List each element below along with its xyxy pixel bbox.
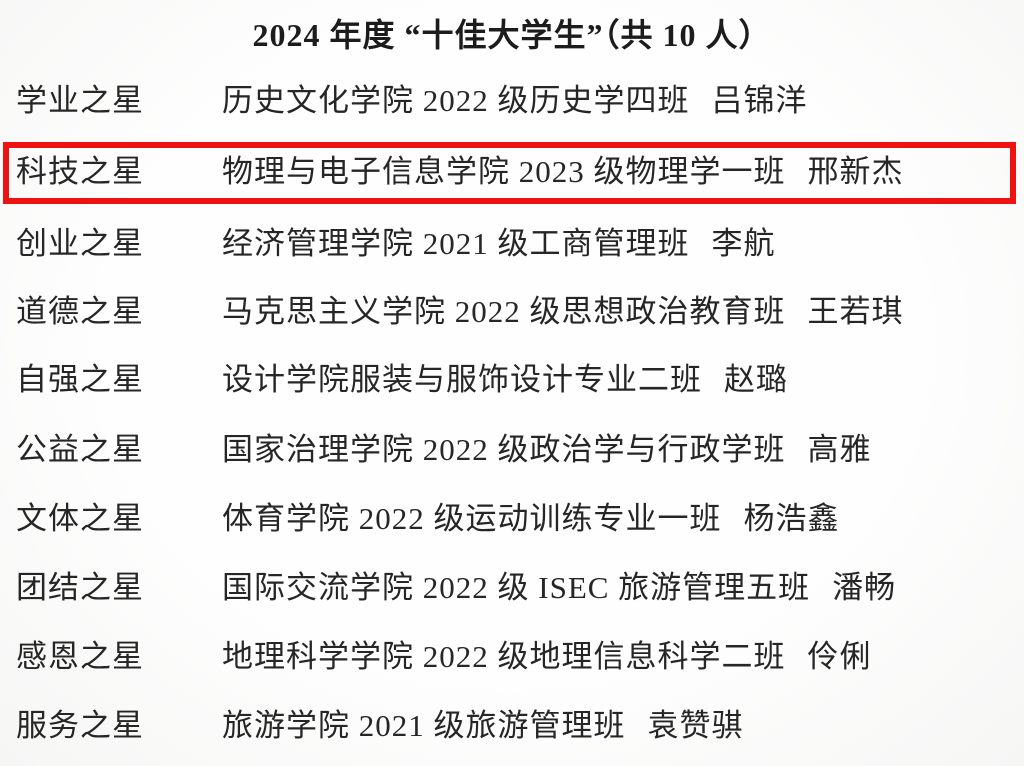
class-info: 旅游学院 2021 级旅游管理班: [222, 708, 626, 743]
student-row-keji-highlighted: 科技之星 物理与电子信息学院 2023 级物理学一班 邢新杰: [0, 152, 1024, 192]
class-info: 马克思主义学院 2022 级思想政治教育班: [222, 294, 786, 329]
student-name: 吕锦洋: [711, 83, 808, 118]
student-row-daode: 道德之星 马克思主义学院 2022 级思想政治教育班 王若琪: [0, 292, 1024, 332]
student-row-ziqiang: 自强之星 设计学院服装与服饰设计专业二班 赵璐: [0, 360, 1024, 400]
student-name: 伶俐: [807, 639, 872, 674]
student-row-tuanjie: 团结之星 国际交流学院 2022 级 ISEC 旅游管理五班 潘畅: [0, 568, 1024, 608]
category-label: 创业之星: [16, 226, 144, 261]
student-row-wenti: 文体之星 体育学院 2022 级运动训练专业一班 杨浩鑫: [0, 499, 1024, 539]
student-row-chuangye: 创业之星 经济管理学院 2021 级工商管理班 李航: [0, 224, 1024, 264]
class-info: 国家治理学院 2022 级政治学与行政学班: [222, 432, 786, 467]
student-name: 李航: [711, 226, 776, 261]
student-name: 赵璐: [724, 362, 788, 397]
student-row-gongyi: 公益之星 国家治理学院 2022 级政治学与行政学班 高雅: [0, 430, 1024, 470]
student-name: 邢新杰: [807, 154, 904, 189]
category-label: 学业之星: [16, 83, 144, 118]
category-label: 感恩之星: [16, 639, 144, 674]
student-name: 杨浩鑫: [743, 501, 840, 536]
class-info: 经济管理学院 2021 级工商管理班: [222, 226, 690, 261]
category-label: 服务之星: [16, 708, 144, 743]
student-name: 袁赞骐: [647, 708, 744, 743]
class-info: 国际交流学院 2022 级 ISEC 旅游管理五班: [222, 570, 811, 605]
class-info: 物理与电子信息学院 2023 级物理学一班: [222, 154, 786, 189]
category-label: 自强之星: [16, 362, 144, 397]
category-label: 文体之星: [16, 501, 144, 536]
student-name: 潘畅: [832, 570, 897, 605]
student-row-xueye: 学业之星 历史文化学院 2022 级历史学四班 吕锦洋: [0, 81, 1024, 121]
class-info: 历史文化学院 2022 级历史学四班: [222, 83, 690, 118]
student-row-ganen: 感恩之星 地理科学学院 2022 级地理信息科学二班 伶俐: [0, 637, 1024, 677]
category-label: 公益之星: [16, 432, 144, 467]
class-info: 体育学院 2022 级运动训练专业一班: [222, 501, 722, 536]
student-name: 高雅: [807, 432, 872, 467]
class-info: 地理科学学院 2022 级地理信息科学二班: [222, 639, 786, 674]
category-label: 科技之星: [16, 154, 144, 189]
student-name: 王若琪: [807, 294, 904, 329]
page-title: 2024 年度 “十佳大学生”（共 10 人）: [252, 17, 772, 53]
student-row-fuwu: 服务之星 旅游学院 2021 级旅游管理班 袁赞骐: [0, 706, 1024, 746]
class-info: 设计学院服装与服饰设计专业二班: [222, 362, 702, 397]
category-label: 道德之星: [16, 294, 144, 329]
category-label: 团结之星: [16, 570, 144, 605]
